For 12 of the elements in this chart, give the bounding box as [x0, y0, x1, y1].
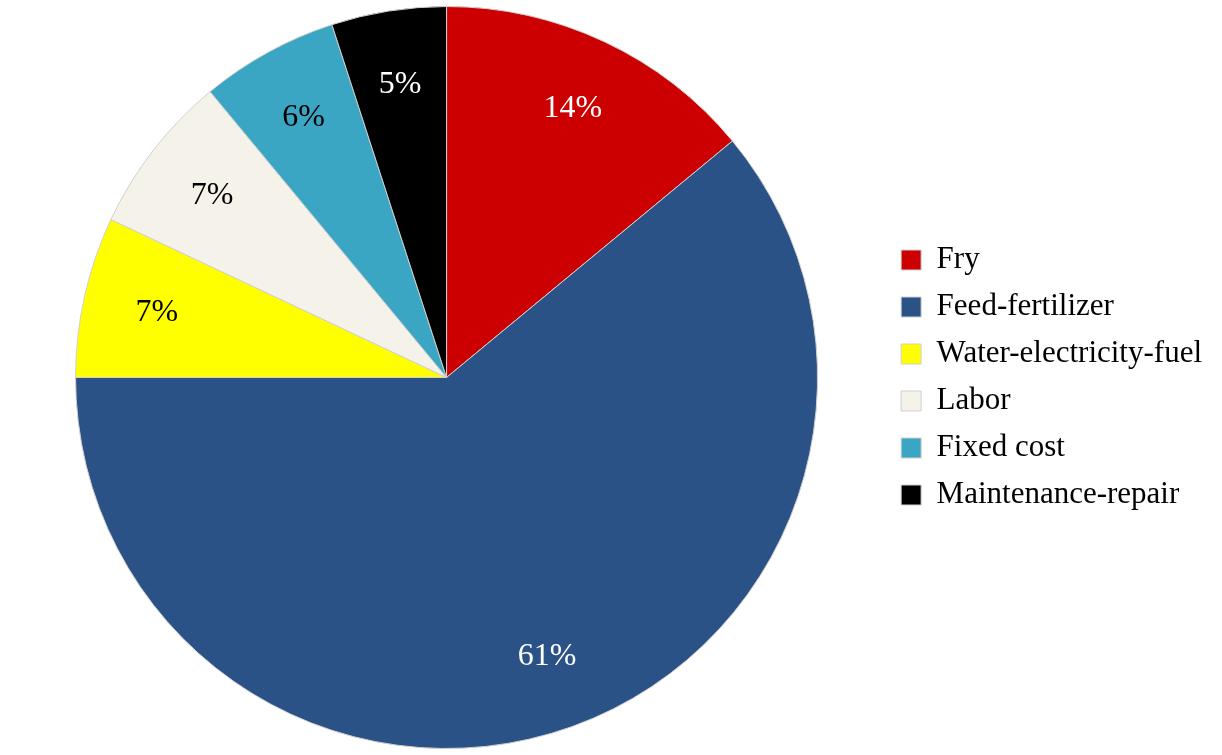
data-label: 5%: [378, 63, 422, 100]
legend-label: Water-electricity-fuel: [936, 334, 1203, 370]
data-label: 61%: [517, 636, 577, 673]
legend-label: Labor: [936, 381, 1012, 417]
legend-label: Maintenance-repair: [936, 475, 1180, 511]
legend-label: Fry: [936, 240, 981, 276]
data-label: 7%: [190, 175, 234, 211]
data-label: 14%: [543, 88, 603, 125]
data-label: 7%: [135, 292, 179, 329]
legend-label: Fixed cost: [936, 428, 1066, 464]
data-label: 6%: [282, 96, 325, 133]
legend-label: Feed-fertilizer: [936, 287, 1115, 323]
